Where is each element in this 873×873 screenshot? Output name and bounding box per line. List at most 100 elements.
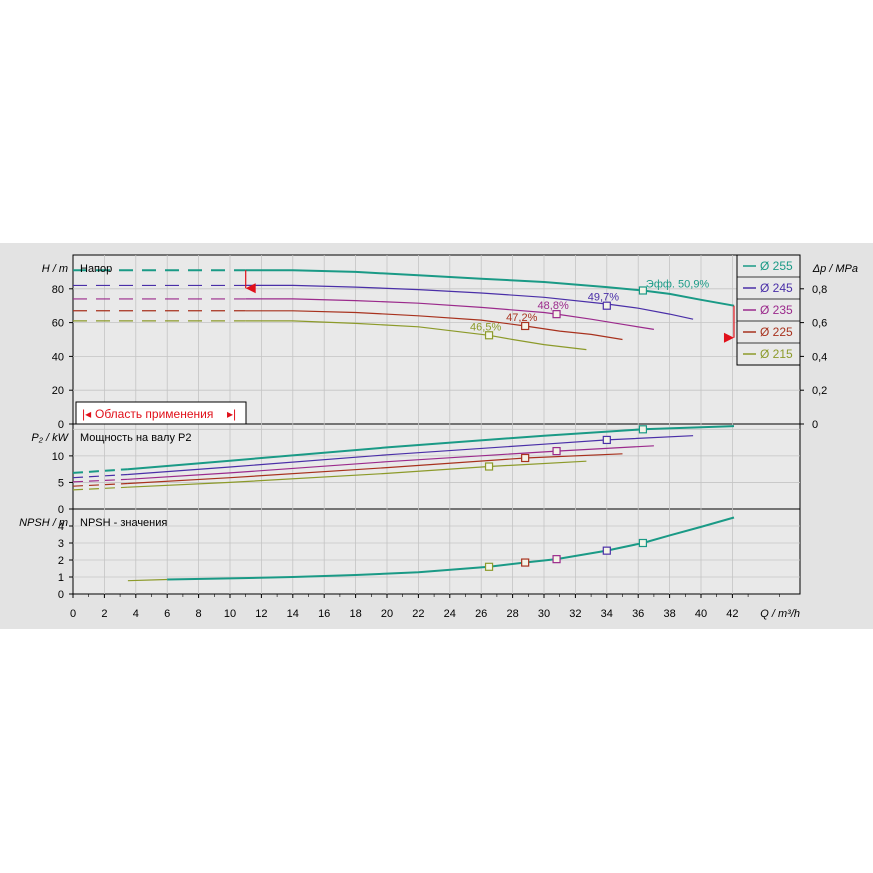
efficiency-label-d245: 49,7% — [588, 292, 619, 304]
x-tick-label-8: 8 — [196, 608, 202, 620]
legend-item-d255: Ø 255 — [743, 259, 793, 273]
application-range-annotation: |◂ Область применения ▸| — [75, 401, 247, 425]
head-y-tick-label-40: 40 — [52, 351, 64, 363]
efficiency-label-d235: 48,8% — [538, 300, 569, 312]
pressure-tick-label-0,8: 0,8 — [812, 284, 827, 296]
grid-lines — [69, 255, 804, 598]
npsh-axis-label: NPSH / m — [19, 517, 68, 529]
npsh-y-tick-label-4: 4 — [58, 521, 64, 533]
x-tick-label-38: 38 — [663, 608, 675, 620]
head-bep-marker-d235 — [552, 310, 561, 319]
npsh-bep-marker-d235 — [552, 555, 561, 564]
npsh-y-tick-label-2: 2 — [58, 555, 64, 567]
power-curve-d245 — [127, 435, 694, 476]
power-curve-d225 — [127, 453, 623, 485]
pressure-axis-label: Δp / MPa — [812, 263, 858, 275]
x-tick-label-36: 36 — [632, 608, 644, 620]
power-curve-d235-dashed — [72, 478, 128, 483]
flow-axis-label: Q / m³/h — [760, 608, 800, 620]
x-tick-label-26: 26 — [475, 608, 487, 620]
head-bep-marker-d255 — [638, 286, 648, 295]
pressure-tick-label-0,4: 0,4 — [812, 351, 827, 363]
x-tick-label-34: 34 — [601, 608, 613, 620]
x-tick-label-28: 28 — [506, 608, 518, 620]
power-curve-d255 — [127, 425, 735, 471]
legend-label-d245: Ø 245 — [760, 281, 793, 295]
power-bep-marker-d255 — [638, 425, 648, 434]
power-bep-marker-d235 — [552, 446, 561, 456]
npsh-bep-marker-d215 — [484, 562, 494, 571]
power-panel-background — [72, 423, 801, 510]
head-curve-d245 — [245, 284, 694, 320]
power-panel-title: Мощность на валу P2 — [80, 432, 192, 444]
power-curve-d215-dashed — [72, 486, 128, 491]
x-tick-label-20: 20 — [381, 608, 393, 620]
head-bep-marker-d245 — [602, 301, 611, 310]
pressure-tick-label-0,6: 0,6 — [812, 318, 827, 330]
annotation-right-bracket: ▸| — [227, 407, 236, 421]
power-curve-d225-dashed — [72, 482, 128, 487]
legend-item-d215: Ø 215 — [743, 347, 793, 361]
power-curve-d235 — [127, 445, 654, 480]
head-y-tick-label-80: 80 — [52, 284, 64, 296]
npsh-bep-marker-d245 — [602, 546, 611, 555]
power-curve-d245-dashed — [72, 473, 128, 479]
npsh-panel-background — [72, 508, 801, 595]
x-tick-label-16: 16 — [318, 608, 330, 620]
x-tick-label-10: 10 — [224, 608, 236, 620]
x-tick-label-42: 42 — [726, 608, 738, 620]
pressure-tick-label-0: 0 — [812, 419, 818, 431]
range-marker-left-arrow — [245, 283, 256, 294]
npsh-panel-title: NPSH - значения — [80, 517, 167, 529]
x-tick-label-30: 30 — [538, 608, 550, 620]
x-tick-label-6: 6 — [164, 608, 170, 620]
efficiency-label-d225: 47,2% — [506, 312, 537, 324]
power-axis-label: P₂ / kW — [31, 432, 69, 444]
x-tick-label-22: 22 — [412, 608, 424, 620]
head-y-tick-label-20: 20 — [52, 385, 64, 397]
marker-layer: Эфф. 50,9% 49,7% 48,8%47,2% 46,5% — [245, 270, 735, 571]
legend: Ø 255 Ø 245 Ø 235 Ø 225 Ø 215 — [736, 254, 801, 366]
annotation-label: Область применения — [95, 407, 213, 421]
pressure-tick-label-0,2: 0,2 — [812, 385, 827, 397]
x-tick-label-24: 24 — [444, 608, 456, 620]
head-y-tick-label-0: 0 — [58, 419, 64, 431]
legend-label-d255: Ø 255 — [760, 259, 793, 273]
power-curve-d255-dashed — [72, 468, 128, 474]
x-tick-label-4: 4 — [133, 608, 139, 620]
head-bep-marker-d215 — [484, 331, 494, 340]
annotation-left-bracket: |◂ — [82, 407, 91, 421]
efficiency-label-d255: Эфф. 50,9% — [646, 278, 710, 290]
npsh-y-tick-label-0: 0 — [58, 589, 64, 601]
npsh-bep-marker-d225 — [521, 558, 530, 567]
power-y-tick-label-0: 0 — [58, 504, 64, 516]
x-tick-label-12: 12 — [255, 608, 267, 620]
head-panel-title: Напор — [80, 263, 112, 275]
npsh-y-tick-label-3: 3 — [58, 538, 64, 550]
head-y-tick-label-60: 60 — [52, 318, 64, 330]
power-y-tick-label-5: 5 — [58, 477, 64, 489]
x-tick-label-40: 40 — [695, 608, 707, 620]
power-bep-marker-d245 — [602, 435, 611, 445]
head-axis-label: H / m — [42, 263, 68, 275]
head-curve-d255 — [245, 269, 735, 307]
x-tick-label-2: 2 — [101, 608, 107, 620]
power-bep-marker-d225 — [521, 453, 530, 463]
head-curve-d225 — [245, 310, 623, 341]
x-tick-label-14: 14 — [287, 608, 299, 620]
head-bep-marker-d225 — [521, 321, 530, 331]
npsh-curve-start — [127, 578, 168, 582]
head-panel-background — [72, 254, 801, 425]
npsh-y-tick-label-1: 1 — [58, 572, 64, 584]
power-bep-marker-d215 — [484, 462, 494, 471]
range-marker-right-arrow — [723, 332, 734, 343]
x-tick-label-0: 0 — [70, 608, 76, 620]
legend-item-d225: Ø 225 — [743, 325, 793, 339]
legend-label-d225: Ø 225 — [760, 325, 793, 339]
legend-item-d245: Ø 245 — [743, 281, 793, 295]
efficiency-label-d215: 46,5% — [470, 321, 501, 333]
legend-item-d235: Ø 235 — [743, 303, 793, 317]
legend-label-d215: Ø 215 — [760, 347, 793, 361]
head-curve-d235 — [245, 298, 654, 330]
